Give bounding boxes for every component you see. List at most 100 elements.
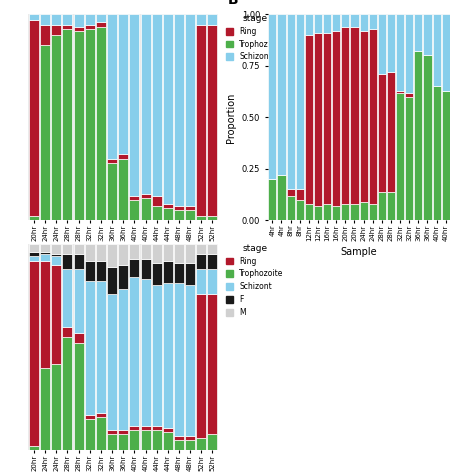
Bar xyxy=(107,293,117,429)
Bar xyxy=(286,196,295,220)
Bar xyxy=(359,202,368,220)
Bar xyxy=(286,14,295,190)
Bar xyxy=(96,14,106,22)
Bar xyxy=(63,244,73,255)
Bar xyxy=(40,14,50,25)
Bar xyxy=(341,14,349,27)
Bar xyxy=(29,256,39,261)
Bar xyxy=(85,14,95,25)
Bar xyxy=(63,327,73,337)
Bar xyxy=(63,14,73,25)
Bar xyxy=(140,279,151,426)
Bar xyxy=(85,261,95,281)
Bar xyxy=(129,14,139,196)
Bar xyxy=(51,256,61,265)
Y-axis label: Proportion: Proportion xyxy=(226,92,236,143)
Bar xyxy=(118,155,128,158)
Bar xyxy=(73,27,83,31)
Bar xyxy=(323,204,331,220)
Bar xyxy=(196,216,206,220)
Bar xyxy=(29,446,39,450)
Bar xyxy=(107,14,117,158)
Bar xyxy=(85,415,95,419)
Bar xyxy=(174,14,184,206)
Bar xyxy=(387,191,395,220)
Bar xyxy=(40,244,50,252)
Bar xyxy=(174,436,184,440)
Bar xyxy=(51,255,61,256)
Bar xyxy=(174,283,184,436)
Bar xyxy=(129,196,139,200)
Bar xyxy=(332,14,340,31)
Bar xyxy=(51,364,61,450)
Bar xyxy=(163,432,173,450)
Bar xyxy=(196,25,206,216)
Bar xyxy=(174,210,184,220)
Bar xyxy=(296,190,304,200)
Bar xyxy=(51,14,61,25)
Bar xyxy=(152,263,162,285)
Bar xyxy=(51,35,61,220)
Bar xyxy=(73,244,83,255)
Bar xyxy=(185,440,195,450)
Bar xyxy=(118,429,128,434)
Bar xyxy=(332,206,340,220)
Bar xyxy=(174,263,184,283)
Bar xyxy=(405,14,413,92)
Bar xyxy=(196,293,206,438)
Bar xyxy=(29,20,39,216)
Bar xyxy=(305,204,313,220)
Bar xyxy=(152,426,162,429)
Bar xyxy=(40,45,50,220)
Bar xyxy=(73,333,83,343)
Bar xyxy=(85,28,95,220)
Bar xyxy=(405,92,413,97)
Bar xyxy=(140,244,151,258)
Bar xyxy=(163,428,173,432)
Bar xyxy=(63,337,73,450)
Bar xyxy=(140,258,151,279)
Bar xyxy=(29,14,39,20)
Bar xyxy=(396,92,404,220)
Bar xyxy=(208,293,218,434)
Bar xyxy=(140,426,151,429)
Bar xyxy=(174,206,184,210)
Bar xyxy=(29,244,39,252)
Bar xyxy=(152,196,162,206)
Bar xyxy=(29,261,39,446)
Bar xyxy=(129,244,139,258)
Bar xyxy=(414,14,422,51)
Bar xyxy=(208,216,218,220)
Bar xyxy=(268,179,276,220)
Bar xyxy=(442,91,450,220)
Bar xyxy=(387,72,395,191)
Bar xyxy=(208,434,218,450)
Bar xyxy=(369,28,377,204)
Bar xyxy=(423,55,432,220)
Legend: Ring, Trophozoite, Schizont, F, M: Ring, Trophozoite, Schizont, F, M xyxy=(226,244,284,317)
Bar xyxy=(85,419,95,450)
Bar xyxy=(323,14,331,33)
Bar xyxy=(185,244,195,263)
Bar xyxy=(208,25,218,216)
Bar xyxy=(51,244,61,255)
Bar xyxy=(350,204,359,220)
Bar xyxy=(118,434,128,450)
Bar xyxy=(73,31,83,220)
Bar xyxy=(40,255,50,261)
Bar xyxy=(152,285,162,426)
Bar xyxy=(118,264,128,290)
Bar xyxy=(369,204,377,220)
Bar xyxy=(208,244,218,255)
Bar xyxy=(51,264,61,364)
Bar xyxy=(85,244,95,261)
Bar xyxy=(63,255,73,269)
Bar xyxy=(140,429,151,450)
X-axis label: Sample: Sample xyxy=(105,246,142,256)
Bar xyxy=(96,281,106,413)
Bar xyxy=(332,31,340,206)
Bar xyxy=(359,31,368,202)
Bar xyxy=(185,14,195,206)
Bar xyxy=(129,258,139,277)
Bar xyxy=(107,267,117,293)
